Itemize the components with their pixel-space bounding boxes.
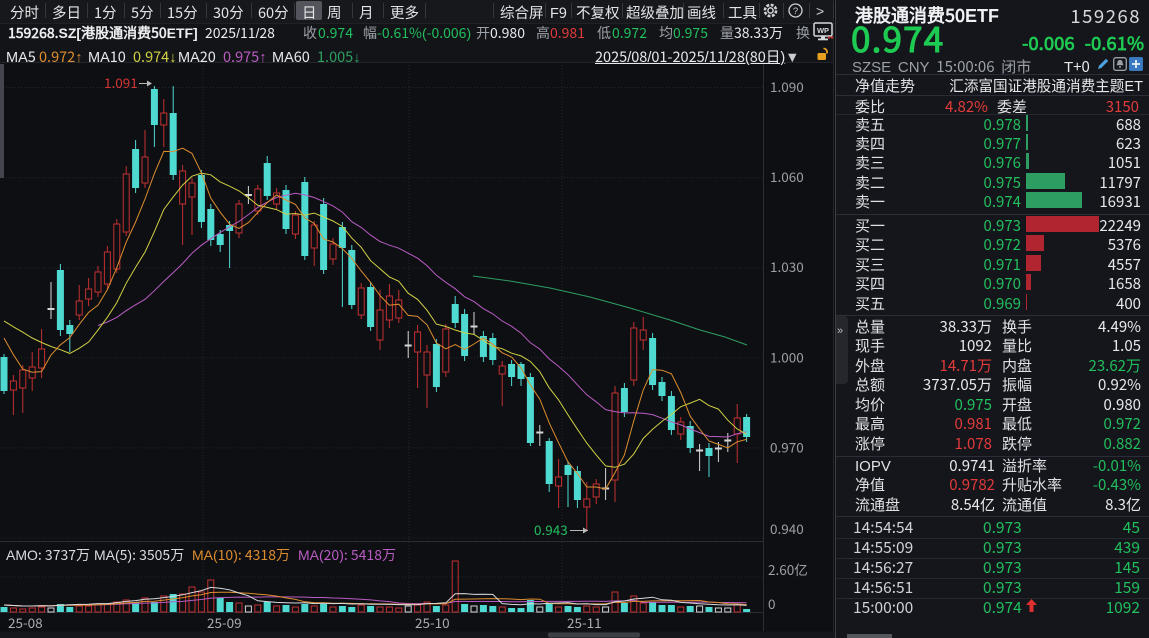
svg-text:0.943: 0.943 <box>534 519 568 539</box>
svg-text:1.091: 1.091 <box>104 72 138 92</box>
svg-text:1.000: 1.000 <box>770 346 804 366</box>
svg-text:?: ? <box>793 6 798 17</box>
svg-text:2.60亿: 2.60亿 <box>768 559 808 579</box>
svg-text:0: 0 <box>768 593 776 613</box>
svg-text:1.060: 1.060 <box>770 166 804 186</box>
svg-text:0.940: 0.940 <box>770 518 804 538</box>
svg-text:1.090: 1.090 <box>770 76 804 96</box>
svg-text:25-11: 25-11 <box>567 612 602 632</box>
svg-text:0.970: 0.970 <box>770 436 804 456</box>
svg-text:1.030: 1.030 <box>770 256 804 276</box>
svg-text:25-09: 25-09 <box>207 612 242 632</box>
svg-text:25-10: 25-10 <box>415 612 450 632</box>
svg-text:25-08: 25-08 <box>8 612 43 632</box>
svg-text:WP: WP <box>817 26 829 35</box>
